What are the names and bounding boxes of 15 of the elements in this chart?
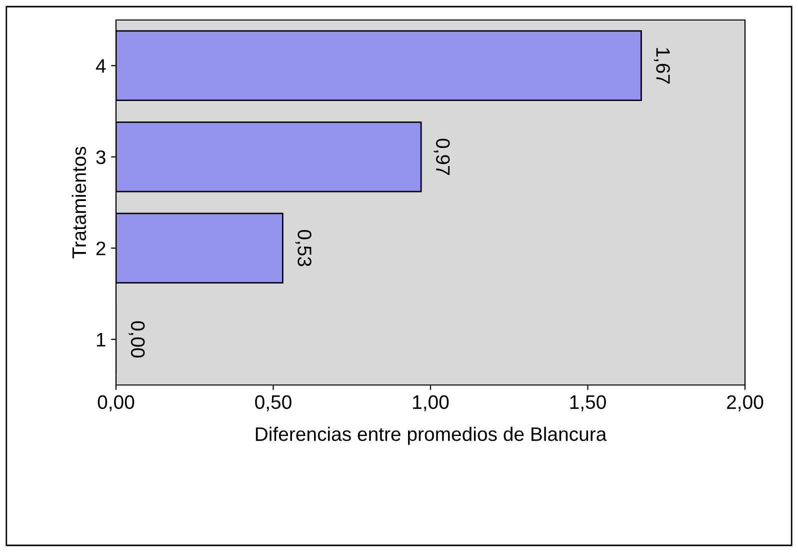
y-tick-label: 4 [96,59,106,73]
x-tick-label: 2,00 [727,395,764,412]
data-label: 0,53 [295,230,312,266]
y-axis-title: Tratamientos [72,146,86,258]
data-label: 0,97 [434,138,450,175]
y-tick-label: 2 [96,242,106,256]
x-tick-label: 0,50 [255,395,292,412]
x-axis-title: Diferencias entre promedios de Blancura [256,426,607,445]
y-tick-label: 3 [96,150,106,164]
x-tick-label: 0,00 [98,395,134,412]
x-tick-label: 1,50 [570,395,606,412]
data-label: 0,00 [128,321,145,358]
data-label: 1,67 [654,48,670,84]
y-tick-label: 1 [96,333,106,346]
x-tick-label: 1,00 [413,395,449,412]
